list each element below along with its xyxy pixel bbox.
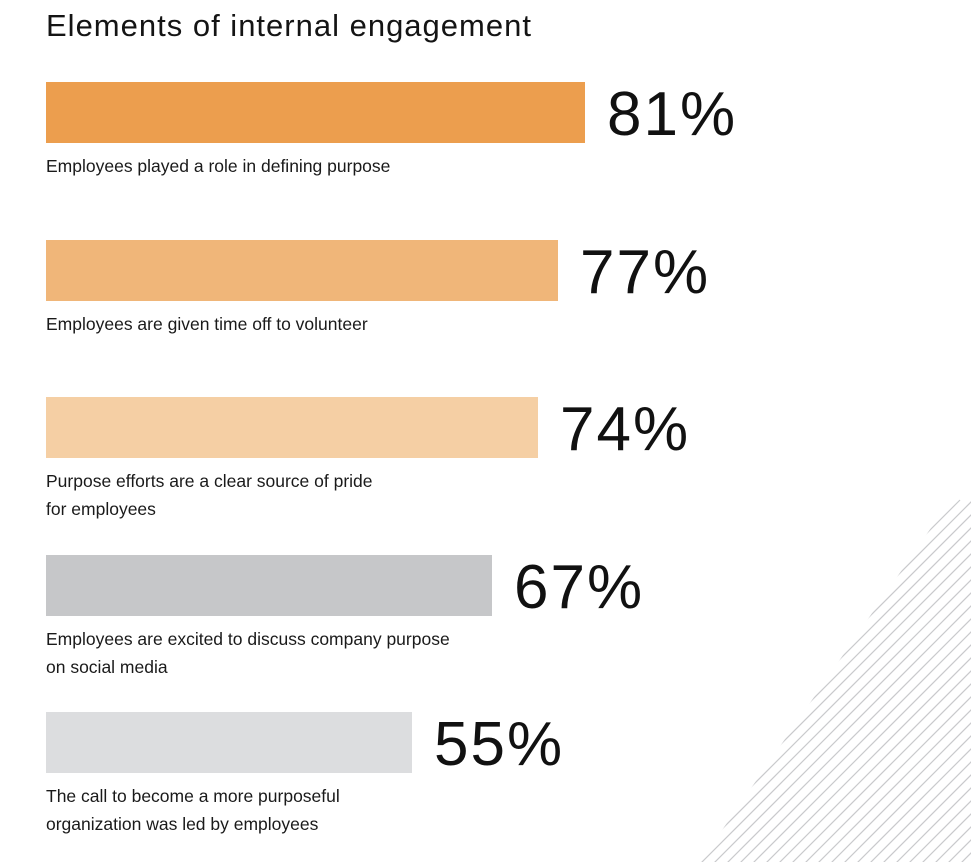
stripe-line: [715, 499, 971, 862]
stripe-line: [806, 499, 971, 862]
stripe-line: [700, 499, 971, 862]
bar-category-label: Employees are excited to discuss company…: [46, 629, 450, 677]
bar-category-label: Employees played a role in defining purp…: [46, 156, 391, 176]
stripe-line: [793, 499, 971, 862]
bar: [46, 397, 538, 458]
bar: [46, 555, 492, 616]
stripe-line: [754, 499, 971, 862]
bar-category-label: The call to become a more purposeful org…: [46, 786, 340, 834]
stripe-line: [767, 499, 971, 862]
bar-value-label: 77%: [580, 238, 711, 307]
bar-category-label: Purpose efforts are a clear source of pr…: [46, 471, 373, 519]
stripe-line: [871, 499, 971, 862]
stripe-line: [845, 499, 971, 862]
stripe-line: [780, 499, 971, 862]
chart-title: Elements of internal engagement: [46, 8, 532, 43]
stripe-line: [884, 499, 971, 862]
stripe-line: [702, 499, 971, 862]
stripe-line: [700, 499, 971, 862]
bar-value-label: 55%: [434, 710, 565, 779]
bar: [46, 82, 585, 143]
stripe-line: [700, 499, 971, 862]
stripe-line: [700, 499, 971, 862]
stripe-line: [819, 499, 971, 862]
bar-value-label: 67%: [514, 553, 645, 622]
stripe-line: [728, 499, 971, 862]
bar-value-label: 81%: [607, 80, 738, 149]
bar: [46, 712, 412, 773]
bar-value-label: 74%: [560, 395, 691, 464]
bar: [46, 240, 558, 301]
stripe-line: [858, 499, 971, 862]
bar-category-label: Employees are given time off to voluntee…: [46, 314, 368, 334]
stripe-line: [897, 499, 971, 862]
stripe-line: [741, 499, 971, 862]
stripe-line: [700, 499, 971, 862]
stripe-line: [832, 499, 971, 862]
